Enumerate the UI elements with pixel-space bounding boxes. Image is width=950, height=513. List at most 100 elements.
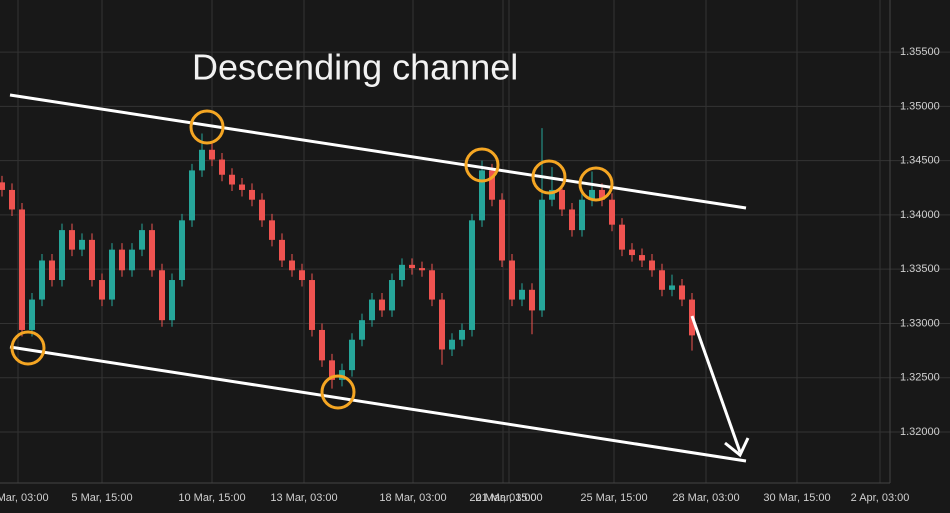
candle-body	[39, 260, 45, 300]
arrow-head	[724, 437, 750, 458]
candle-body	[539, 199, 545, 311]
candle-body	[149, 230, 155, 271]
candle-body	[309, 280, 315, 330]
annotations	[9, 93, 750, 463]
candle-body	[329, 360, 335, 380]
x-tick-label: 1 Mar, 03:00	[0, 492, 49, 504]
y-tick-label: 1.32500	[900, 372, 940, 384]
candle-body	[369, 299, 375, 321]
candle-body	[219, 159, 225, 175]
touch-circle	[189, 109, 225, 145]
candle-body	[439, 299, 445, 350]
x-tick-label: 5 Mar, 15:00	[71, 492, 132, 504]
candle-body	[169, 280, 175, 321]
candle-body	[159, 270, 165, 321]
x-tick-label: 28 Mar, 03:00	[672, 492, 739, 504]
candle-body	[549, 189, 555, 200]
x-tick-label: 13 Mar, 03:00	[270, 492, 337, 504]
x-tick-label: 25 Mar, 15:00	[580, 492, 647, 504]
candle-body	[579, 199, 585, 231]
x-tick-label: 10 Mar, 15:00	[178, 492, 245, 504]
candle-body	[259, 199, 265, 221]
candle-body	[399, 264, 405, 281]
candle-body	[509, 260, 515, 300]
x-tick-label: 18 Mar, 03:00	[379, 492, 446, 504]
candle-body	[59, 230, 65, 281]
candle-body	[129, 249, 135, 271]
candle-body	[409, 264, 415, 269]
candle-body	[479, 170, 485, 221]
candle-body	[249, 189, 255, 200]
direction-arrow	[690, 315, 742, 453]
candle-body	[279, 239, 285, 261]
candle-body	[319, 329, 325, 361]
candle-body	[299, 270, 305, 281]
x-tick-label: 20 Mar, 03:00	[469, 492, 536, 504]
y-tick-label: 1.33500	[900, 263, 940, 275]
candles	[0, 128, 695, 389]
candle-body	[19, 209, 25, 330]
touch-circle	[320, 374, 356, 410]
upper-channel-line	[9, 93, 747, 210]
touch-circle	[10, 330, 46, 366]
candle-body	[419, 268, 425, 271]
candle-body	[389, 280, 395, 311]
lower-channel-line	[9, 345, 747, 463]
y-tick-label: 1.34000	[900, 209, 940, 221]
candle-body	[99, 280, 105, 300]
candle-body	[379, 299, 385, 311]
candle-body	[359, 320, 365, 340]
candle-body	[0, 182, 5, 190]
candle-body	[9, 189, 15, 210]
touch-circle	[464, 147, 500, 183]
candle-body	[29, 299, 35, 330]
candle-body	[449, 339, 455, 350]
y-tick-label: 1.35500	[900, 46, 940, 58]
candle-body	[269, 220, 275, 240]
y-tick-label: 1.33000	[900, 317, 940, 329]
candle-body	[589, 189, 595, 200]
candle-body	[569, 209, 575, 231]
candle-body	[429, 270, 435, 300]
candle-body	[289, 260, 295, 271]
candle-body	[639, 255, 645, 261]
candle-body	[469, 220, 475, 330]
candle-body	[239, 184, 245, 190]
candle-body	[529, 289, 535, 311]
candle-body	[189, 170, 195, 221]
candle-body	[679, 285, 685, 300]
candle-body	[89, 239, 95, 281]
candle-body	[489, 170, 495, 200]
y-tick-label: 1.34500	[900, 155, 940, 167]
x-tick-label: 2 Apr, 03:00	[851, 492, 910, 504]
candle-body	[349, 339, 355, 371]
x-tick-label: 21 Mar, 15:00	[475, 492, 542, 504]
touch-circle	[578, 166, 614, 202]
candle-body	[49, 260, 55, 281]
candle-body	[619, 224, 625, 250]
candle-body	[599, 189, 605, 200]
candle-body	[649, 260, 655, 271]
candle-body	[209, 149, 215, 160]
candle-body	[609, 199, 615, 225]
candle-body	[69, 230, 75, 250]
candle-body	[499, 199, 505, 261]
candle-body	[179, 220, 185, 281]
candle-body	[559, 189, 565, 210]
candle-body	[519, 289, 525, 300]
candle-body	[629, 249, 635, 256]
candle-body	[119, 249, 125, 271]
chart-title: Descending channel	[192, 47, 518, 88]
axis-labels: 1.32000 1.32500 1.33000 1.33500 1.34000 1.345…	[0, 46, 940, 504]
candle-body	[79, 239, 85, 250]
y-tick-label: 1.32000	[900, 426, 940, 438]
candle-body	[109, 249, 115, 300]
touch-circle	[531, 159, 567, 195]
x-tick-label: 30 Mar, 15:00	[763, 492, 830, 504]
candle-body	[659, 270, 665, 290]
candle-body	[229, 174, 235, 185]
candle-body	[199, 149, 205, 171]
candle-body	[459, 329, 465, 340]
